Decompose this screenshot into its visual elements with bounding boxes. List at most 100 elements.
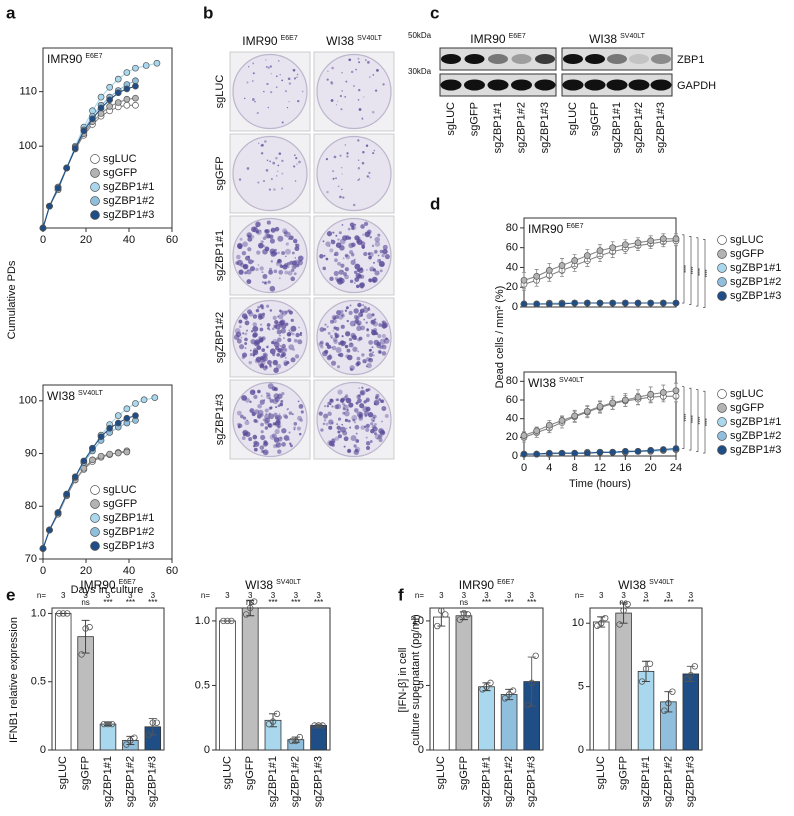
- chart-title: WI38: [618, 578, 646, 592]
- colony: [323, 405, 327, 408]
- replicate-point: [288, 737, 295, 745]
- colony: [291, 260, 298, 266]
- row-label: sgZBP1#1: [214, 230, 226, 281]
- data-point: [571, 449, 579, 457]
- colony: [327, 331, 331, 335]
- colony: [370, 428, 375, 434]
- colony: [363, 251, 368, 257]
- colony: [332, 177, 335, 180]
- n-value: 3: [225, 591, 230, 600]
- colony: [288, 100, 290, 103]
- replicate-point: [646, 660, 654, 667]
- colony: [358, 416, 363, 421]
- colony: [260, 422, 264, 427]
- colony: [354, 424, 360, 430]
- colony-plate: [229, 51, 311, 132]
- colony: [350, 259, 356, 265]
- colony: [353, 421, 357, 424]
- x-tick-label: sgZBP1#3: [685, 756, 697, 807]
- n-value: 3: [83, 591, 88, 600]
- colony: [347, 449, 351, 453]
- colony: [290, 357, 296, 363]
- colony: [275, 345, 280, 351]
- legend-label: sgZBP1#3: [730, 444, 781, 456]
- data-point: [659, 446, 667, 453]
- colony: [273, 387, 277, 391]
- data-point: [151, 394, 159, 402]
- colony: [267, 423, 273, 428]
- colony: [342, 430, 348, 436]
- colony: [264, 413, 271, 420]
- colony: [344, 394, 349, 398]
- data-point: [123, 85, 131, 93]
- colony: [241, 436, 246, 441]
- colony: [337, 434, 342, 439]
- panel-label: d: [430, 194, 440, 213]
- data-point: [545, 300, 553, 308]
- colony: [378, 323, 383, 327]
- data-point: [46, 526, 53, 534]
- data-point: [80, 127, 88, 135]
- significance-label: ***: [291, 598, 300, 607]
- colony: [326, 231, 333, 237]
- colony: [276, 337, 282, 343]
- colony: [268, 413, 275, 420]
- colony: [242, 332, 245, 335]
- colony: [288, 329, 291, 332]
- n-label: n=: [201, 591, 210, 600]
- colony: [359, 403, 365, 409]
- colony: [342, 196, 345, 199]
- replicate-point: [269, 718, 277, 725]
- n-value: 3: [599, 591, 604, 600]
- chart-title-sup: E6E7: [119, 579, 136, 586]
- colony: [297, 99, 300, 103]
- colony: [277, 436, 283, 442]
- colony: [247, 309, 252, 315]
- legend-marker: [717, 417, 727, 427]
- colony: [281, 121, 284, 124]
- colony: [351, 415, 358, 421]
- colony: [264, 417, 271, 424]
- colony: [252, 314, 258, 319]
- colony: [280, 328, 286, 334]
- data-point: [123, 101, 131, 109]
- data-point: [520, 450, 528, 458]
- band: [650, 79, 672, 91]
- colony: [345, 397, 352, 404]
- colony-plate: [313, 297, 395, 378]
- colony: [252, 72, 255, 75]
- colony: [344, 344, 349, 349]
- colony: [240, 336, 243, 339]
- colony: [377, 434, 383, 439]
- colony: [277, 404, 281, 408]
- legend-marker: [90, 513, 100, 523]
- colony: [283, 348, 287, 352]
- colony: [247, 255, 251, 258]
- colony: [355, 439, 360, 443]
- colony: [265, 66, 268, 68]
- colony: [289, 444, 293, 448]
- colony: [346, 348, 351, 353]
- n-label: n=: [575, 591, 584, 600]
- row-label: sgGFP: [214, 156, 226, 190]
- colony: [239, 237, 243, 241]
- replicate-point: [108, 720, 116, 728]
- colony: [354, 263, 361, 270]
- band: [487, 79, 509, 91]
- replicate-point: [60, 610, 67, 617]
- colony: [263, 441, 269, 447]
- n-value: 3: [621, 591, 626, 600]
- colony: [358, 414, 362, 418]
- colony: [264, 281, 267, 285]
- colony: [381, 322, 388, 329]
- colony: [357, 159, 360, 161]
- colony: [329, 319, 334, 324]
- colony: [274, 319, 279, 325]
- significance-bracket: [682, 386, 685, 449]
- colony: [353, 449, 359, 455]
- colony: [350, 368, 353, 371]
- colony: [249, 266, 256, 272]
- replicate-point: [145, 731, 152, 739]
- colony: [363, 318, 366, 321]
- replicate-point: [620, 607, 627, 614]
